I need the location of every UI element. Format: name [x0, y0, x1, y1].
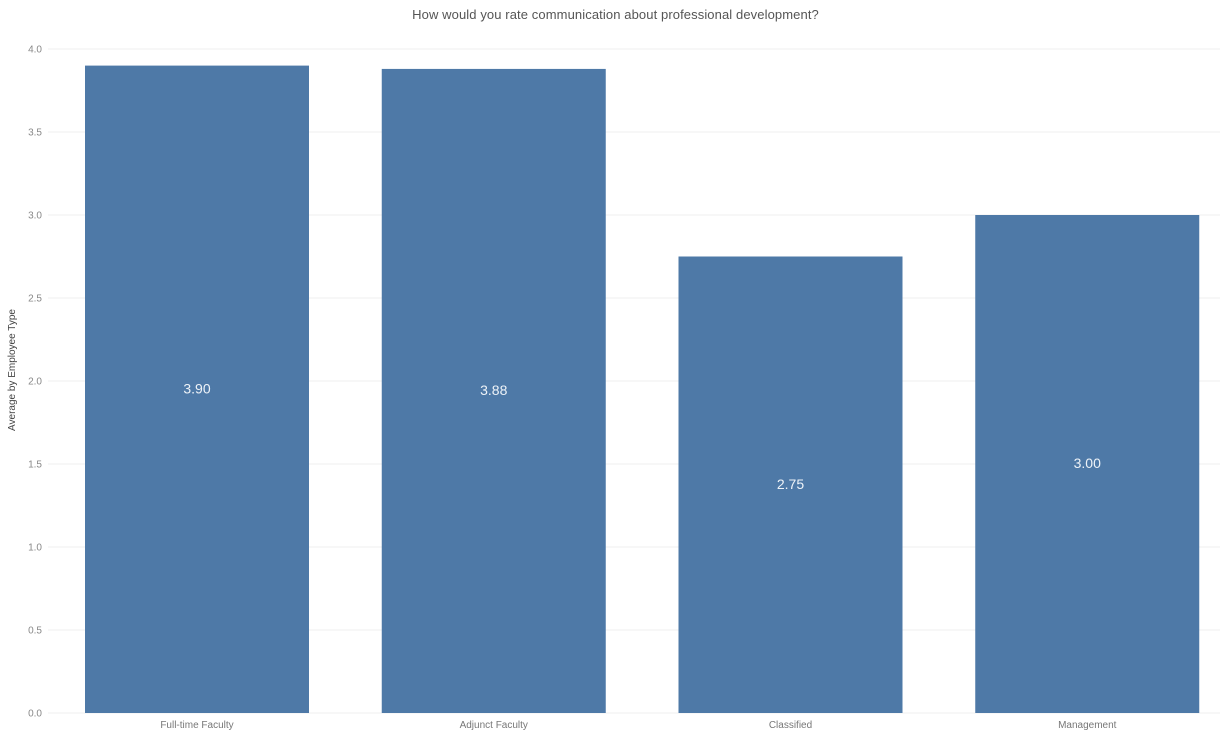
data-label: 2.75 [777, 476, 804, 492]
data-labels: 3.90 3.88 2.75 3.00 [183, 380, 1101, 491]
y-tick-label: 0.5 [28, 626, 42, 637]
x-tick-label: Classified [769, 720, 812, 731]
bar[interactable] [975, 215, 1200, 713]
y-tick-label: 1.5 [28, 460, 42, 471]
y-tick-label: 4.0 [28, 45, 42, 56]
y-axis-ticks: 0.0 0.5 1.0 1.5 2.0 2.5 3.0 3.5 4.0 [28, 45, 42, 720]
chart-title: How would you rate communication about p… [412, 7, 819, 22]
y-tick-label: 2.0 [28, 377, 42, 388]
data-label: 3.00 [1074, 455, 1101, 471]
y-tick-label: 1.0 [28, 543, 42, 554]
x-tick-label: Management [1058, 720, 1117, 731]
x-tick-label: Full-time Faculty [160, 720, 233, 731]
bar[interactable] [678, 256, 903, 714]
bar[interactable] [85, 65, 309, 714]
bars [85, 65, 1200, 714]
y-tick-label: 0.0 [28, 709, 42, 720]
data-label: 3.90 [183, 380, 210, 396]
y-tick-label: 2.5 [28, 294, 42, 305]
x-tick-label: Adjunct Faculty [460, 720, 528, 731]
y-axis-title: Average by Employee Type [7, 309, 18, 431]
data-label: 3.88 [480, 382, 507, 398]
y-tick-label: 3.5 [28, 128, 42, 139]
bar[interactable] [381, 68, 606, 714]
x-axis-ticks: Full-time Faculty Adjunct Faculty Classifi… [160, 720, 1116, 731]
y-tick-label: 3.0 [28, 211, 42, 222]
